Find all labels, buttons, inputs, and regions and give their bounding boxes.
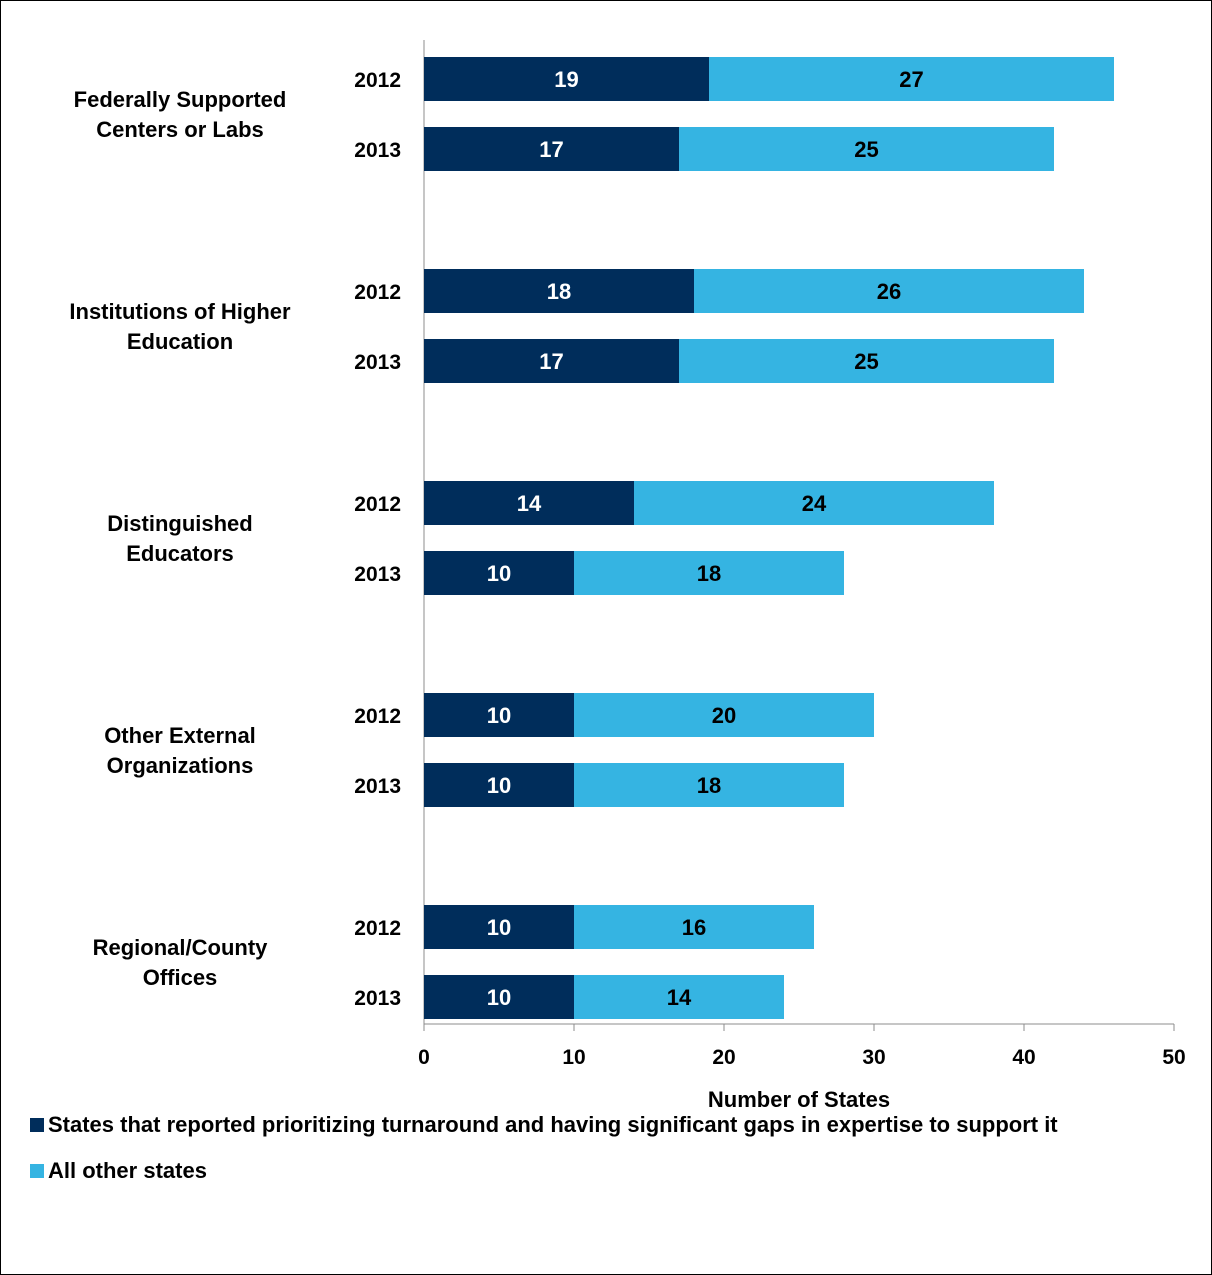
legend-item-series-0: States that reported prioritizing turnar…: [30, 1112, 1058, 1138]
category-label-3-line-1: Organizations: [107, 753, 254, 778]
data-label-2-0-0: 14: [517, 491, 542, 516]
legend-item-series-1: All other states: [30, 1158, 207, 1184]
category-label-3-line-0: Other External: [104, 723, 256, 748]
data-label-1-0-0: 18: [547, 279, 571, 304]
data-label-1-0-1: 26: [877, 279, 901, 304]
year-label-1-0: 2012: [354, 281, 401, 304]
category-label-2-line-0: Distinguished: [107, 511, 252, 536]
x-tick-label-0: 0: [418, 1046, 430, 1069]
bar-segment-4-0-1: [574, 905, 814, 949]
bar-segment-2-0-0: [424, 481, 634, 525]
category-label-0-line-1: Centers or Labs: [96, 117, 264, 142]
year-label-3-0: 2012: [354, 705, 401, 728]
legend-label-series-0: States that reported prioritizing turnar…: [48, 1112, 1058, 1137]
data-label-2-1-1: 18: [697, 561, 721, 586]
bar-segment-3-1-0: [424, 763, 574, 807]
category-label-0-line-0: Federally Supported: [74, 87, 287, 112]
data-label-2-0-1: 24: [802, 491, 827, 516]
x-tick-label-3: 30: [862, 1046, 885, 1069]
data-label-0-0-0: 19: [554, 67, 578, 92]
year-label-2-1: 2013: [354, 563, 401, 586]
category-label-1-line-0: Institutions of Higher: [69, 299, 291, 324]
data-label-3-0-0: 10: [487, 703, 511, 728]
bar-segment-1-1-0: [424, 339, 679, 383]
legend-swatch-series-1: [30, 1164, 44, 1178]
data-label-3-1-0: 10: [487, 773, 511, 798]
bar-segment-3-0-1: [574, 693, 874, 737]
legend-label-series-1: All other states: [48, 1158, 207, 1183]
bar-segment-1-0-1: [694, 269, 1084, 313]
data-label-4-0-0: 10: [487, 915, 511, 940]
year-label-4-1: 2013: [354, 987, 401, 1010]
category-label-2-line-1: Educators: [126, 541, 234, 566]
data-label-3-1-1: 18: [697, 773, 721, 798]
data-label-1-1-0: 17: [539, 349, 563, 374]
bar-segment-3-1-1: [574, 763, 844, 807]
bar-segment-0-1-0: [424, 127, 679, 171]
data-label-0-1-0: 17: [539, 137, 563, 162]
x-tick-label-5: 50: [1162, 1046, 1185, 1069]
legend-swatch-series-0: [30, 1118, 44, 1132]
bar-segment-2-1-1: [574, 551, 844, 595]
year-label-0-0: 2012: [354, 69, 401, 92]
year-label-1-1: 2013: [354, 351, 401, 374]
year-label-0-1: 2013: [354, 139, 401, 162]
category-label-1-line-1: Education: [127, 329, 233, 354]
bar-segment-1-0-0: [424, 269, 694, 313]
category-label-4-line-0: Regional/County: [93, 935, 269, 960]
bar-segment-3-0-0: [424, 693, 574, 737]
x-tick-label-1: 10: [562, 1046, 585, 1069]
year-label-3-1: 2013: [354, 775, 401, 798]
x-tick-label-2: 20: [712, 1046, 735, 1069]
bar-segment-0-1-1: [679, 127, 1054, 171]
x-tick-label-4: 40: [1012, 1046, 1035, 1069]
bar-segment-4-1-0: [424, 975, 574, 1019]
year-label-4-0: 2012: [354, 917, 401, 940]
x-axis-title: Number of States: [708, 1087, 890, 1112]
data-label-0-0-1: 27: [899, 67, 923, 92]
bar-segment-4-1-1: [574, 975, 784, 1019]
bar-segment-0-0-1: [709, 57, 1114, 101]
bar-segment-2-1-0: [424, 551, 574, 595]
data-label-1-1-1: 25: [854, 349, 878, 374]
data-label-4-0-1: 16: [682, 915, 706, 940]
data-label-2-1-0: 10: [487, 561, 511, 586]
bar-segment-4-0-0: [424, 905, 574, 949]
year-label-2-0: 2012: [354, 493, 401, 516]
bar-segment-2-0-1: [634, 481, 994, 525]
category-label-4-line-1: Offices: [143, 965, 218, 990]
data-label-0-1-1: 25: [854, 137, 878, 162]
data-label-4-1-0: 10: [487, 985, 511, 1010]
bar-segment-1-1-1: [679, 339, 1054, 383]
data-label-3-0-1: 20: [712, 703, 736, 728]
data-label-4-1-1: 14: [667, 985, 692, 1010]
bar-segment-0-0-0: [424, 57, 709, 101]
